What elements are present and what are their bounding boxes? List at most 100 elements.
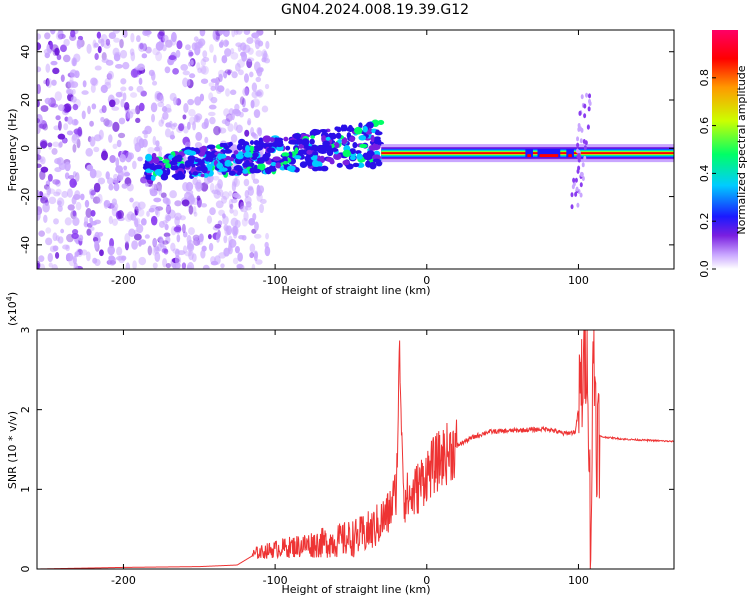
spectrogram-noise-mark <box>45 63 51 73</box>
spectrogram-band-mark <box>151 152 157 159</box>
spectrogram-noise-mark <box>47 142 53 148</box>
spectrogram-noise-mark <box>47 252 53 263</box>
spectrogram-noise-mark <box>75 201 82 211</box>
spectrogram-noise-mark <box>182 114 187 120</box>
spectrogram-band-mark <box>149 166 158 171</box>
spectrogram-band-mark <box>262 143 269 148</box>
spectrogram-band-mark <box>376 138 382 145</box>
spectrogram-noise-mark <box>55 115 61 121</box>
spectrogram-noise-mark <box>48 196 57 205</box>
spectrogram-noise-mark <box>241 107 249 113</box>
spectrogram-noise-mark <box>56 157 64 166</box>
spectrogram-noise-mark <box>182 70 190 76</box>
spectrogram-band-mark <box>202 173 209 178</box>
spectrogram-noise-mark <box>138 102 145 112</box>
spectrogram-spike-mark <box>576 142 580 148</box>
spectrogram-spike-mark <box>572 177 576 183</box>
spectrogram-spike-mark <box>588 93 592 99</box>
spectrogram-noise-mark <box>201 65 209 75</box>
spectrogram-noise-mark <box>230 47 235 54</box>
spectrogram-y-tick-label: 0 <box>19 145 32 152</box>
spectrogram-noise-mark <box>63 103 72 113</box>
spectrogram-noise-mark <box>63 38 70 47</box>
spectrogram-noise-mark <box>136 85 144 93</box>
spectrogram-noise-mark <box>228 245 233 255</box>
spectrogram-noise-mark <box>55 188 62 195</box>
spectrogram-noise-mark <box>241 234 247 241</box>
spectrogram-noise-mark <box>136 224 144 234</box>
spectrogram-noise-mark <box>230 52 239 60</box>
spectrogram-noise-mark <box>94 52 99 61</box>
spectrogram-noise-mark <box>89 136 96 147</box>
spectrogram-noise-mark <box>58 141 63 148</box>
spectrogram-noise-mark <box>154 207 159 216</box>
spectrogram-noise-mark <box>210 260 219 266</box>
spectrogram-noise-mark <box>219 30 226 35</box>
spectrogram-noise-mark <box>50 103 59 108</box>
spectrogram-noise-mark <box>217 179 223 189</box>
spectrogram-noise-mark <box>119 154 126 163</box>
spectrogram-noise-mark <box>195 131 203 141</box>
spectrogram-noise-mark <box>260 198 267 204</box>
spectrogram-spike-mark <box>583 155 587 161</box>
spectrogram-noise-mark <box>101 150 109 161</box>
spectrogram-noise-mark <box>174 200 182 207</box>
spectrogram-dropout-core <box>568 154 572 158</box>
spectrogram-noise-mark <box>190 193 194 203</box>
spectrogram-noise-mark <box>115 91 123 98</box>
spectrogram-band-mark <box>359 143 368 149</box>
spectrogram-noise-mark <box>75 172 80 182</box>
spectrogram-spike-mark <box>583 145 587 151</box>
spectrogram-noise-mark <box>200 249 206 259</box>
spectrogram-noise-mark <box>37 118 40 123</box>
spectrogram-band-mark <box>286 165 296 172</box>
spectrogram-band-mark <box>233 150 239 155</box>
spectrogram-noise-mark <box>242 87 249 97</box>
spectrogram-noise-mark <box>157 236 164 243</box>
spectrogram-noise-mark <box>192 121 196 131</box>
spectrogram-y-tick-label: 40 <box>19 45 32 59</box>
spectrogram-band-mark <box>249 167 256 174</box>
spectrogram-noise-mark <box>170 130 175 140</box>
spectrogram-noise-mark <box>194 45 201 56</box>
spectrogram-noise-mark <box>37 124 41 134</box>
spectrogram-noise-mark <box>200 78 209 84</box>
spectrogram-noise-mark <box>107 245 115 256</box>
spectrogram-noise-mark <box>90 190 96 196</box>
spectrogram-noise-mark <box>106 177 114 185</box>
spectrogram-noise-mark <box>140 218 147 226</box>
spectrogram-noise-mark <box>40 140 48 149</box>
spectrogram-noise-mark <box>51 147 58 155</box>
spectrogram-noise-mark <box>124 213 133 222</box>
spectrogram-band-mark <box>275 139 284 146</box>
spectrogram-spike-mark <box>577 165 581 171</box>
spectrogram-noise-mark <box>231 181 237 192</box>
spectrogram-noise-mark <box>120 86 127 92</box>
spectrogram-noise-mark <box>140 90 147 97</box>
spectrogram-band-mark <box>275 162 281 169</box>
spectrogram-noise-mark <box>122 61 130 70</box>
spectrogram-noise-mark <box>90 210 96 217</box>
spectrogram-noise-mark <box>223 108 230 117</box>
spectrogram-noise-mark <box>63 123 69 131</box>
spectrogram-noise-mark <box>93 182 101 193</box>
spectrogram-noise-mark <box>129 48 135 56</box>
spectrogram-spike-mark <box>579 138 583 144</box>
spectrogram-noise-mark <box>188 205 194 215</box>
spectrogram-noise-mark <box>86 43 92 54</box>
spectrogram-noise-mark <box>116 139 122 148</box>
spectrogram-noise-mark <box>155 51 163 62</box>
spectrogram-band-mark <box>292 132 302 139</box>
spectrogram-noise-mark <box>151 113 155 123</box>
spectrogram-noise-mark <box>60 74 65 83</box>
spectrogram-noise-mark <box>48 262 53 268</box>
spectrogram-band-mark <box>152 156 160 164</box>
spectrogram-noise-mark <box>64 217 72 226</box>
spectrogram-band-mark <box>310 151 319 156</box>
spectrogram-noise-mark <box>108 99 116 108</box>
spectrogram-band-mark <box>377 119 385 126</box>
spectrogram-band-mark <box>258 139 264 148</box>
spectrogram-band-mark <box>283 160 288 165</box>
spectrogram-noise-mark <box>243 211 249 222</box>
